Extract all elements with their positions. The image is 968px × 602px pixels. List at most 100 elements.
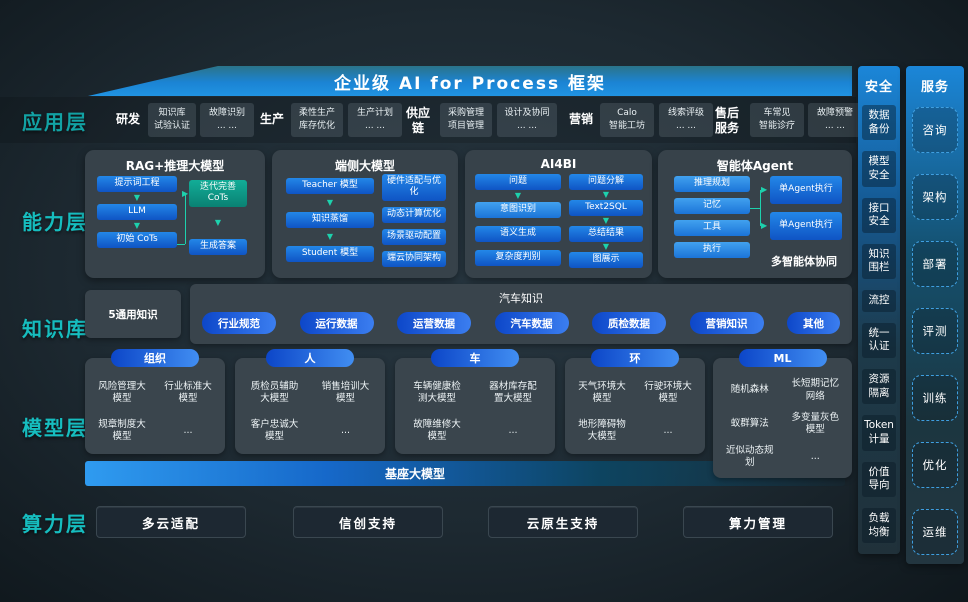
arrow-down-icon: ▼ (602, 190, 610, 199)
security-item: 负载均衡 (862, 507, 896, 544)
arrow-right-icon: ▶ (182, 189, 189, 198)
app-group-name: 供应链 (405, 106, 430, 135)
agent-caption: 多智能体协同 (771, 255, 837, 268)
security-item: Token计量 (862, 415, 896, 451)
knowledge-pill: 其他 (787, 312, 840, 334)
service-panel: 服务 咨询 架构 部署 评测 训练 优化 运维 (906, 66, 964, 564)
model-item: 地形障碍物大模型 (578, 418, 626, 442)
general-knowledge-box: 5通用知识 (85, 290, 181, 338)
security-item: 知识围栏 (862, 243, 896, 280)
model-group-people: 人 质检员辅助大模型 销售培训大模型 客户忠诚大模型 ... (235, 349, 385, 454)
app-item: 车常见 智能诊疗 (750, 103, 804, 137)
agent-part: 执行 (674, 242, 750, 258)
model-item: 多变量灰色模型 (791, 411, 840, 435)
service-item: 优化 (912, 442, 958, 488)
agent-box: 智能体Agent 推理规划 记忆 工具 执行 单Agent执行 单Agent执行… (658, 150, 852, 278)
service-title: 服务 (920, 80, 949, 95)
ai4bi-box: AI4BI 问题 ▼ 意图识别 语义生成 复杂度判别 问题分解 ▼ Text2S… (465, 150, 652, 278)
model-item: ... (810, 451, 820, 463)
edge-step: 知识蒸馏 (286, 212, 374, 228)
layer-label-model: 模型层 (22, 416, 88, 440)
app-group-name: 售后服务 (714, 106, 739, 135)
security-item: 价值导向 (862, 461, 896, 497)
security-item: 流控 (862, 290, 896, 312)
service-item: 运维 (912, 509, 958, 555)
edge-title: 端侧大模型 (334, 159, 395, 173)
layer-label-compute: 算力层 (22, 512, 88, 536)
edge-feature: 动态计算优化 (382, 206, 446, 223)
model-item: 规章制度大模型 (98, 418, 146, 442)
arrow-down-icon: ▼ (326, 198, 334, 207)
service-item: 训练 (912, 375, 958, 421)
compute-item: 多云适配 (96, 506, 246, 538)
model-item: 长短期记忆网络 (791, 378, 840, 402)
rag-answer: 生成答案 (189, 238, 247, 255)
layer-label-app: 应用层 (22, 110, 88, 134)
arrow-down-icon: ▼ (514, 191, 522, 200)
connector-line (177, 244, 185, 245)
app-group-name: 研发 (115, 112, 140, 126)
agent-part: 工具 (674, 220, 750, 236)
model-item: 客户忠诚大模型 (250, 418, 299, 442)
ai4bi-step: 意图识别 (475, 202, 561, 218)
arrow-down-icon: ▼ (214, 217, 222, 227)
agent-exec: 单Agent执行 (770, 212, 842, 240)
edge-model-box: 端侧大模型 Teacher 模型 ▼ 知识蒸馏 ▼ Student 模型 硬件适… (272, 150, 458, 278)
ai4bi-step: 图展示 (569, 252, 643, 268)
knowledge-pill: 行业规范 (202, 312, 276, 334)
ai4bi-step: 总结结果 (569, 226, 643, 242)
ai4bi-step: 语义生成 (475, 226, 561, 242)
model-item: 风险管理大模型 (98, 380, 146, 404)
model-item: 故障维修大模型 (413, 418, 461, 442)
security-panel: 安全 数据备份 模型安全 接口安全 知识围栏 流控 统一认证 资源隔离 Toke… (858, 66, 900, 554)
security-item: 数据备份 (862, 105, 896, 141)
knowledge-pill: 运营数据 (397, 312, 471, 334)
app-item: 设计及协同... ... (497, 103, 557, 137)
ai4bi-step: 问题 (475, 174, 561, 190)
arrow-down-icon: ▼ (133, 193, 141, 202)
app-group-name: 生产 (259, 112, 284, 126)
edge-feature: 场景驱动配置 (382, 228, 446, 245)
model-item: 器材库存配置大模型 (489, 380, 537, 404)
app-group-name: 营销 (568, 112, 593, 126)
model-item: 行业标准大模型 (164, 380, 212, 404)
layer-label-capability: 能力层 (22, 210, 88, 234)
rag-title: RAG+推理大模型 (125, 159, 225, 173)
service-item: 咨询 (912, 107, 958, 153)
app-layer-band (0, 97, 856, 143)
edge-feature: 硬件适配与优化 (382, 174, 446, 201)
agent-title: 智能体Agent (716, 159, 794, 173)
model-item: 行驶环境大模型 (644, 380, 692, 404)
knowledge-pill: 营销知识 (689, 312, 764, 334)
compute-item: 云原生支持 (488, 506, 638, 538)
auto-knowledge-box: 汽车知识 行业规范 运行数据 运营数据 汽车数据 质检数据 营销知识 其他 (190, 284, 852, 344)
edge-step: Student 模型 (286, 246, 374, 262)
arrow-down-icon: ▼ (602, 242, 610, 251)
security-item: 接口安全 (862, 197, 896, 233)
arrow-right-icon: ▶ (761, 221, 768, 230)
compute-item: 信创支持 (293, 506, 443, 538)
app-item: 线索评级... ... (659, 103, 713, 137)
app-item: 故障预警... ... (808, 103, 862, 137)
layer-label-knowledge: 知识库 (22, 317, 88, 341)
agent-part: 记忆 (674, 198, 750, 214)
connector-line (760, 190, 761, 226)
model-item: 随机森林 (730, 384, 769, 396)
model-item: 蚁群算法 (730, 417, 769, 429)
arrow-right-icon: ▶ (761, 185, 768, 194)
app-item: 知识库 试验认证 (148, 103, 196, 137)
knowledge-pill: 汽车数据 (494, 312, 569, 334)
page-title: 企业级 AI for Process 框架 (334, 73, 606, 94)
service-item: 架构 (912, 174, 958, 220)
rag-refine: 迭代完善CoTs (189, 180, 247, 207)
service-item: 评测 (912, 308, 958, 354)
rag-step: 初始 CoTs (97, 232, 177, 248)
ai4bi-step: Text2SQL (569, 200, 643, 216)
model-group-ml: ML 随机森林 长短期记忆网络 蚁群算法 多变量灰色模型 近似动态规划 ... (713, 349, 852, 478)
model-group-org: 组织 风险管理大模型 行业标准大模型 规章制度大模型 ... (85, 349, 225, 454)
agent-part: 推理规划 (674, 176, 750, 192)
arrow-down-icon: ▼ (602, 216, 610, 225)
auto-knowledge-title: 汽车知识 (499, 292, 543, 305)
rag-step: LLM (97, 204, 177, 220)
ai4bi-title: AI4BI (540, 157, 577, 171)
